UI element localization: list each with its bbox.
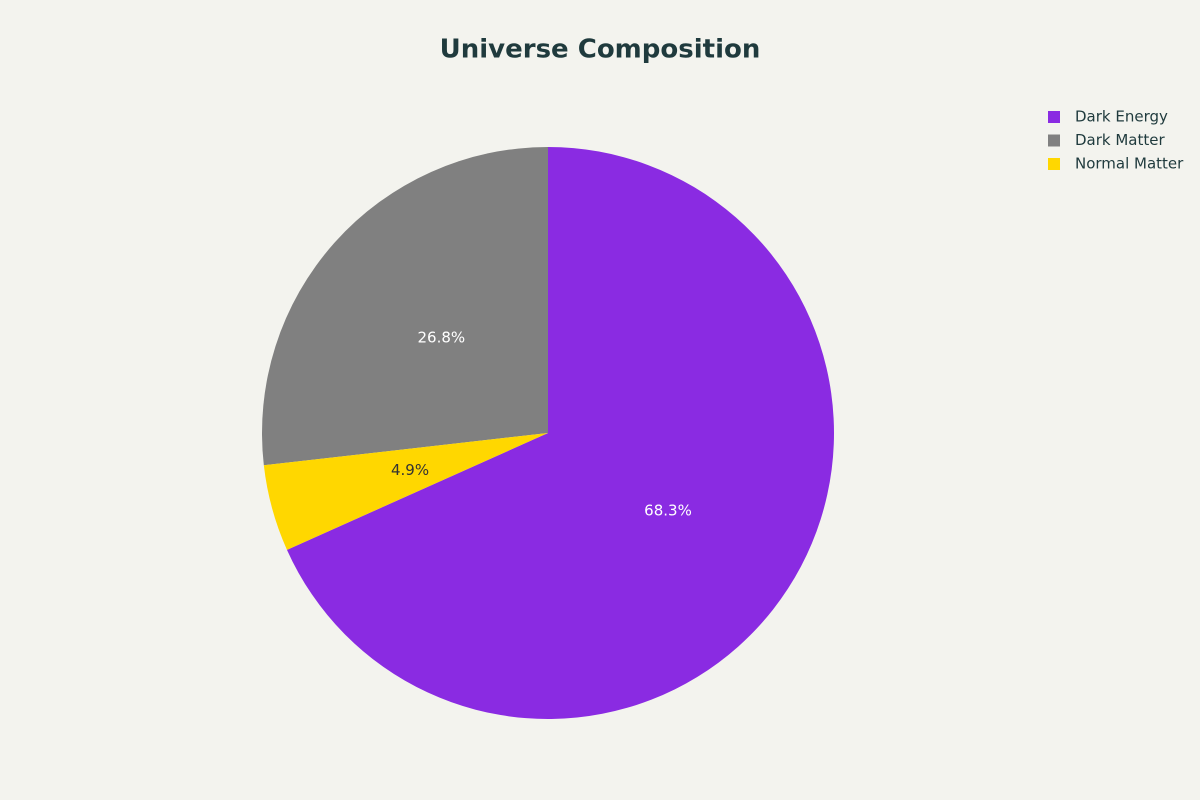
slice-label: 26.8% [418,328,466,346]
legend-label: Normal Matter [1075,155,1184,173]
legend-label: Dark Energy [1075,108,1168,126]
legend-swatch [1048,111,1060,123]
pie-slice [286,147,834,719]
legend-label: Dark Matter [1075,131,1165,149]
legend-swatch [1048,134,1060,147]
slice-label: 68.3% [644,501,692,519]
legend-swatch [1048,158,1060,170]
pie-slice [262,147,548,466]
slice-label: 4.9% [391,461,429,479]
chart-title: Universe Composition [440,35,761,65]
pie-slice [263,433,548,550]
